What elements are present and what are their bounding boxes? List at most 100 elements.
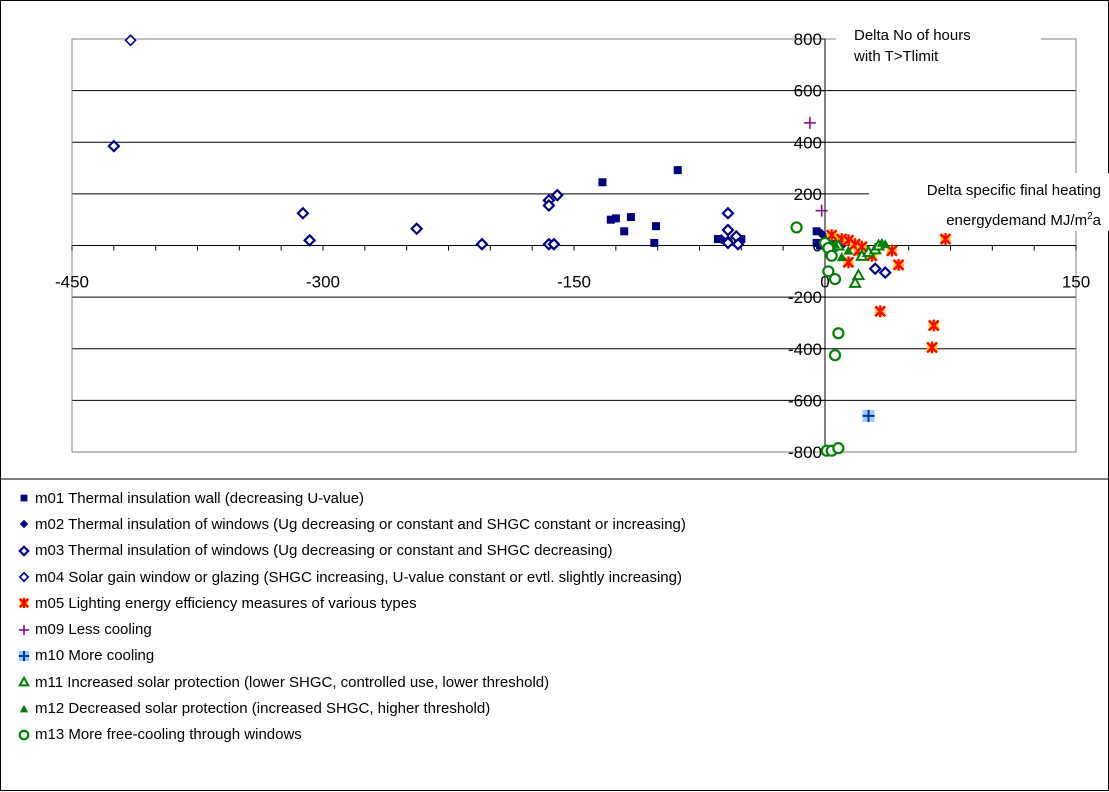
y-axis-title-line1: Delta No of hours [854,27,971,44]
x-tick-label: 150 [1062,273,1090,292]
x-axis-title-sup: 2 [1087,211,1093,222]
legend-label: m11 Increased solar protection (lower SH… [35,673,550,691]
data-point-m2-9 [547,237,561,251]
legend-label: m10 More cooling [35,647,155,665]
xlabel-bg [869,173,1109,231]
x-axis-title-line1: Delta specific final heating [927,182,1101,199]
data-point-m2-7 [550,188,564,202]
data-point-m2-3 [410,222,424,236]
data-point-m6-0 [862,409,875,422]
legend-marker-icon [18,544,30,557]
legend-label: m01 Thermal insulation wall (decreasing … [35,489,365,507]
data-point-m7-2 [851,268,866,281]
ylabel-bg [836,19,1041,69]
data-point-m5-0 [803,116,816,129]
data-point-m4-13 [926,341,938,354]
data-point-m7-3 [848,275,862,288]
x-tick-label: -450 [55,273,89,292]
data-point-m2-4 [475,237,489,251]
data-point-m0-5 [651,222,660,231]
data-point-m0-7 [673,166,682,175]
x-tick-label: 0 [820,273,829,292]
x-axis-title-unit: energydemand MJ/m [946,212,1087,229]
legend-marker [18,624,30,635]
legend-marker [20,494,28,502]
data-point-m4-12 [927,319,940,332]
data-point-m2-16 [878,266,892,280]
data-point-m9-6 [832,327,845,340]
legend-marker-icon [19,520,29,529]
legend-label: m05 Lighting energy efficiency measures … [35,594,417,612]
data-point-m3-0 [124,34,137,47]
legend-marker [18,675,30,687]
y-axis-title-line2: with T>Tlimit [853,48,939,65]
data-point-m9-3 [825,249,838,262]
y-tick-label: 200 [794,185,822,204]
legend-marker-icon [19,704,29,712]
legend-marker-icon [18,650,30,662]
legend-label: m12 Decreased solar protection (increase… [35,700,491,718]
data-point-m9-0 [790,221,803,234]
data-point-m0-6 [650,238,659,247]
legend-item: m10 More cooling [15,643,686,669]
legend-marker [18,544,30,557]
data-point-m4-10 [874,305,887,318]
data-point-m0-11 [812,227,821,236]
legend-marker [19,704,29,712]
data-point-m1-2 [816,228,827,239]
data-point-m4-9 [892,258,905,271]
legend-marker [18,729,30,741]
y-tick-label: 600 [794,82,822,101]
data-point-m0-0 [598,178,607,187]
legend-marker-icon [18,571,30,583]
y-tick-label: -600 [788,391,822,410]
legend-label: m03 Thermal insulation of windows (Ug de… [35,542,613,560]
data-point-m9-5 [828,272,842,286]
data-point-m9-7 [828,349,842,362]
legend-label: m13 More free-cooling through windows [35,726,302,744]
legend-label: m04 Solar gain window or glazing (SHGC i… [35,568,682,586]
data-point-m8-3 [880,239,891,249]
gridlines [71,38,1077,453]
legend-marker-icon [18,598,30,609]
legend-label: m09 Less cooling [35,621,152,639]
data-point-m2-14 [731,237,745,251]
legend-marker [18,598,30,609]
data-point-m0-4 [626,213,635,222]
legend-item: m01 Thermal insulation wall (decreasing … [15,485,686,511]
data-point-m2-10 [721,206,735,220]
data-point-m2-6 [542,198,556,213]
x-tick-label: -300 [306,273,340,292]
data-point-m0-10 [737,235,746,244]
legend-item: m09 Less cooling [15,616,686,642]
legend-item: m02 Thermal insulation of windows (Ug de… [15,511,686,537]
legend-marker-icon [20,494,28,502]
data-point-m2-1 [296,206,310,220]
data-point-m5-1 [815,204,828,217]
data-point-m2-13 [721,236,735,250]
legend-item: m13 More free-cooling through windows [15,722,686,748]
data-point-m2-11 [721,223,735,237]
y-tick-label: 800 [794,30,822,49]
data-point-m2-2 [303,233,317,247]
legend-marker [18,571,30,583]
data-point-m8-4 [836,252,847,262]
legend-item: m04 Solar gain window or glazing (SHGC i… [15,564,686,590]
axes [71,38,1077,453]
legend-item: m12 Decreased solar protection (increase… [15,695,686,721]
data-point-m2-15 [868,262,882,276]
data-points [107,34,952,457]
data-point-m8-1 [843,245,854,255]
x-tick-label: -150 [557,273,591,292]
data-point-m2-0 [107,139,121,153]
y-tick-label: 400 [794,133,822,152]
legend-marker-icon [18,729,30,741]
legend: m01 Thermal insulation wall (decreasing … [15,485,686,748]
legend-label: m02 Thermal insulation of windows (Ug de… [35,515,686,533]
legend-item: m03 Thermal insulation of windows (Ug de… [15,538,686,564]
x-axis-title-end: a [1093,212,1102,229]
tick-labels: -450-300-1500150-800-600-400-20002004006… [55,30,1090,462]
data-point-m0-3 [620,227,629,236]
